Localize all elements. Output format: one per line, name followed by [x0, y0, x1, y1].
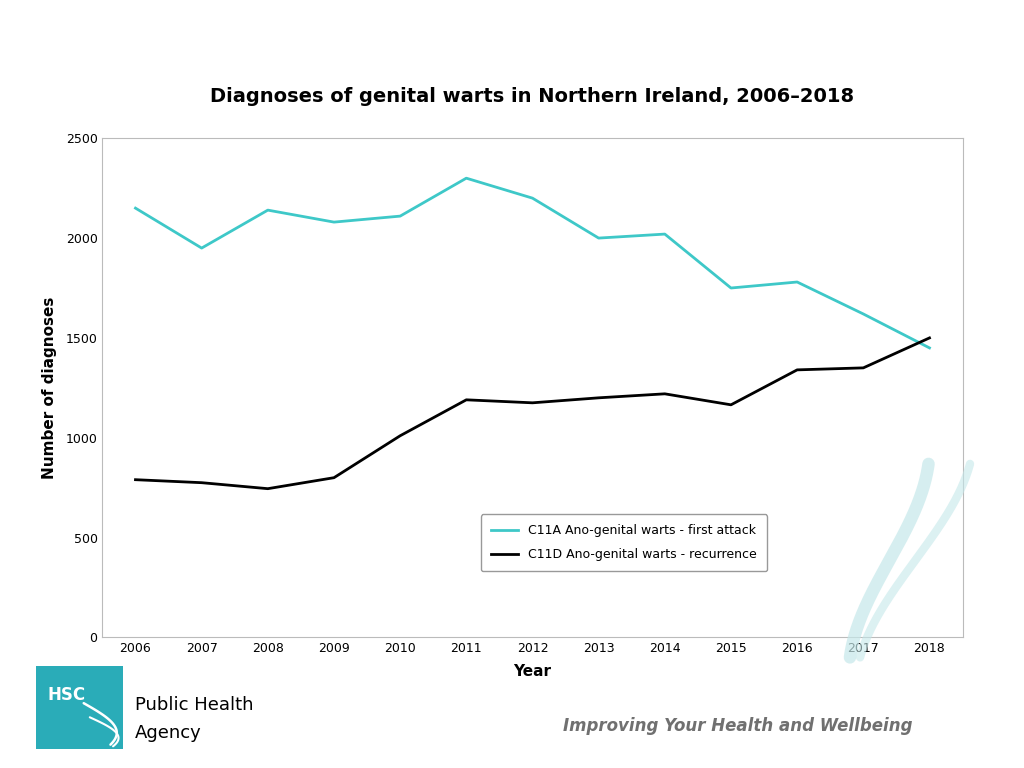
C11D Ano-genital warts - recurrence [460, 396, 472, 405]
Text: Improving Your Health and Wellbeing: Improving Your Health and Wellbeing [562, 717, 912, 735]
C11A Ano-genital warts - first attack [328, 217, 340, 227]
C11D Ano-genital warts - recurrence [526, 399, 539, 408]
FancyBboxPatch shape [31, 661, 128, 753]
C11D Ano-genital warts - recurrence [394, 431, 407, 440]
Line: C11D Ano-genital warts - recurrence: C11D Ano-genital warts - recurrence [135, 338, 930, 488]
C11A Ano-genital warts - first attack [129, 204, 141, 213]
Text: Public Health: Public Health [135, 696, 254, 714]
C11D Ano-genital warts - recurrence [129, 475, 141, 485]
C11D Ano-genital warts - recurrence [328, 473, 340, 482]
Line: C11A Ano-genital warts - first attack: C11A Ano-genital warts - first attack [135, 178, 930, 348]
C11D Ano-genital warts - recurrence [262, 484, 274, 493]
Text: HSC: HSC [47, 686, 85, 704]
C11D Ano-genital warts - recurrence [725, 400, 737, 409]
C11A Ano-genital warts - first attack [658, 230, 671, 239]
C11D Ano-genital warts - recurrence [196, 478, 208, 488]
C11A Ano-genital warts - first attack [526, 194, 539, 203]
C11D Ano-genital warts - recurrence [857, 363, 869, 372]
C11D Ano-genital warts - recurrence [593, 393, 605, 402]
C11D Ano-genital warts - recurrence [791, 366, 803, 375]
C11A Ano-genital warts - first attack [460, 174, 472, 183]
C11A Ano-genital warts - first attack [924, 343, 936, 353]
C11A Ano-genital warts - first attack [791, 277, 803, 286]
Text: Agency: Agency [135, 724, 202, 743]
X-axis label: Year: Year [513, 664, 552, 679]
C11D Ano-genital warts - recurrence [924, 333, 936, 343]
Legend: C11A Ano-genital warts - first attack, C11D Ano-genital warts - recurrence: C11A Ano-genital warts - first attack, C… [481, 514, 767, 571]
Text: Diagnoses of genital warts in Northern Ireland, 2006–2018: Diagnoses of genital warts in Northern I… [210, 87, 855, 105]
C11D Ano-genital warts - recurrence [658, 389, 671, 399]
C11A Ano-genital warts - first attack [725, 283, 737, 293]
C11A Ano-genital warts - first attack [857, 310, 869, 319]
C11A Ano-genital warts - first attack [394, 211, 407, 220]
C11A Ano-genital warts - first attack [196, 243, 208, 253]
C11A Ano-genital warts - first attack [593, 233, 605, 243]
Y-axis label: Number of diagnoses: Number of diagnoses [42, 296, 57, 479]
C11A Ano-genital warts - first attack [262, 206, 274, 215]
